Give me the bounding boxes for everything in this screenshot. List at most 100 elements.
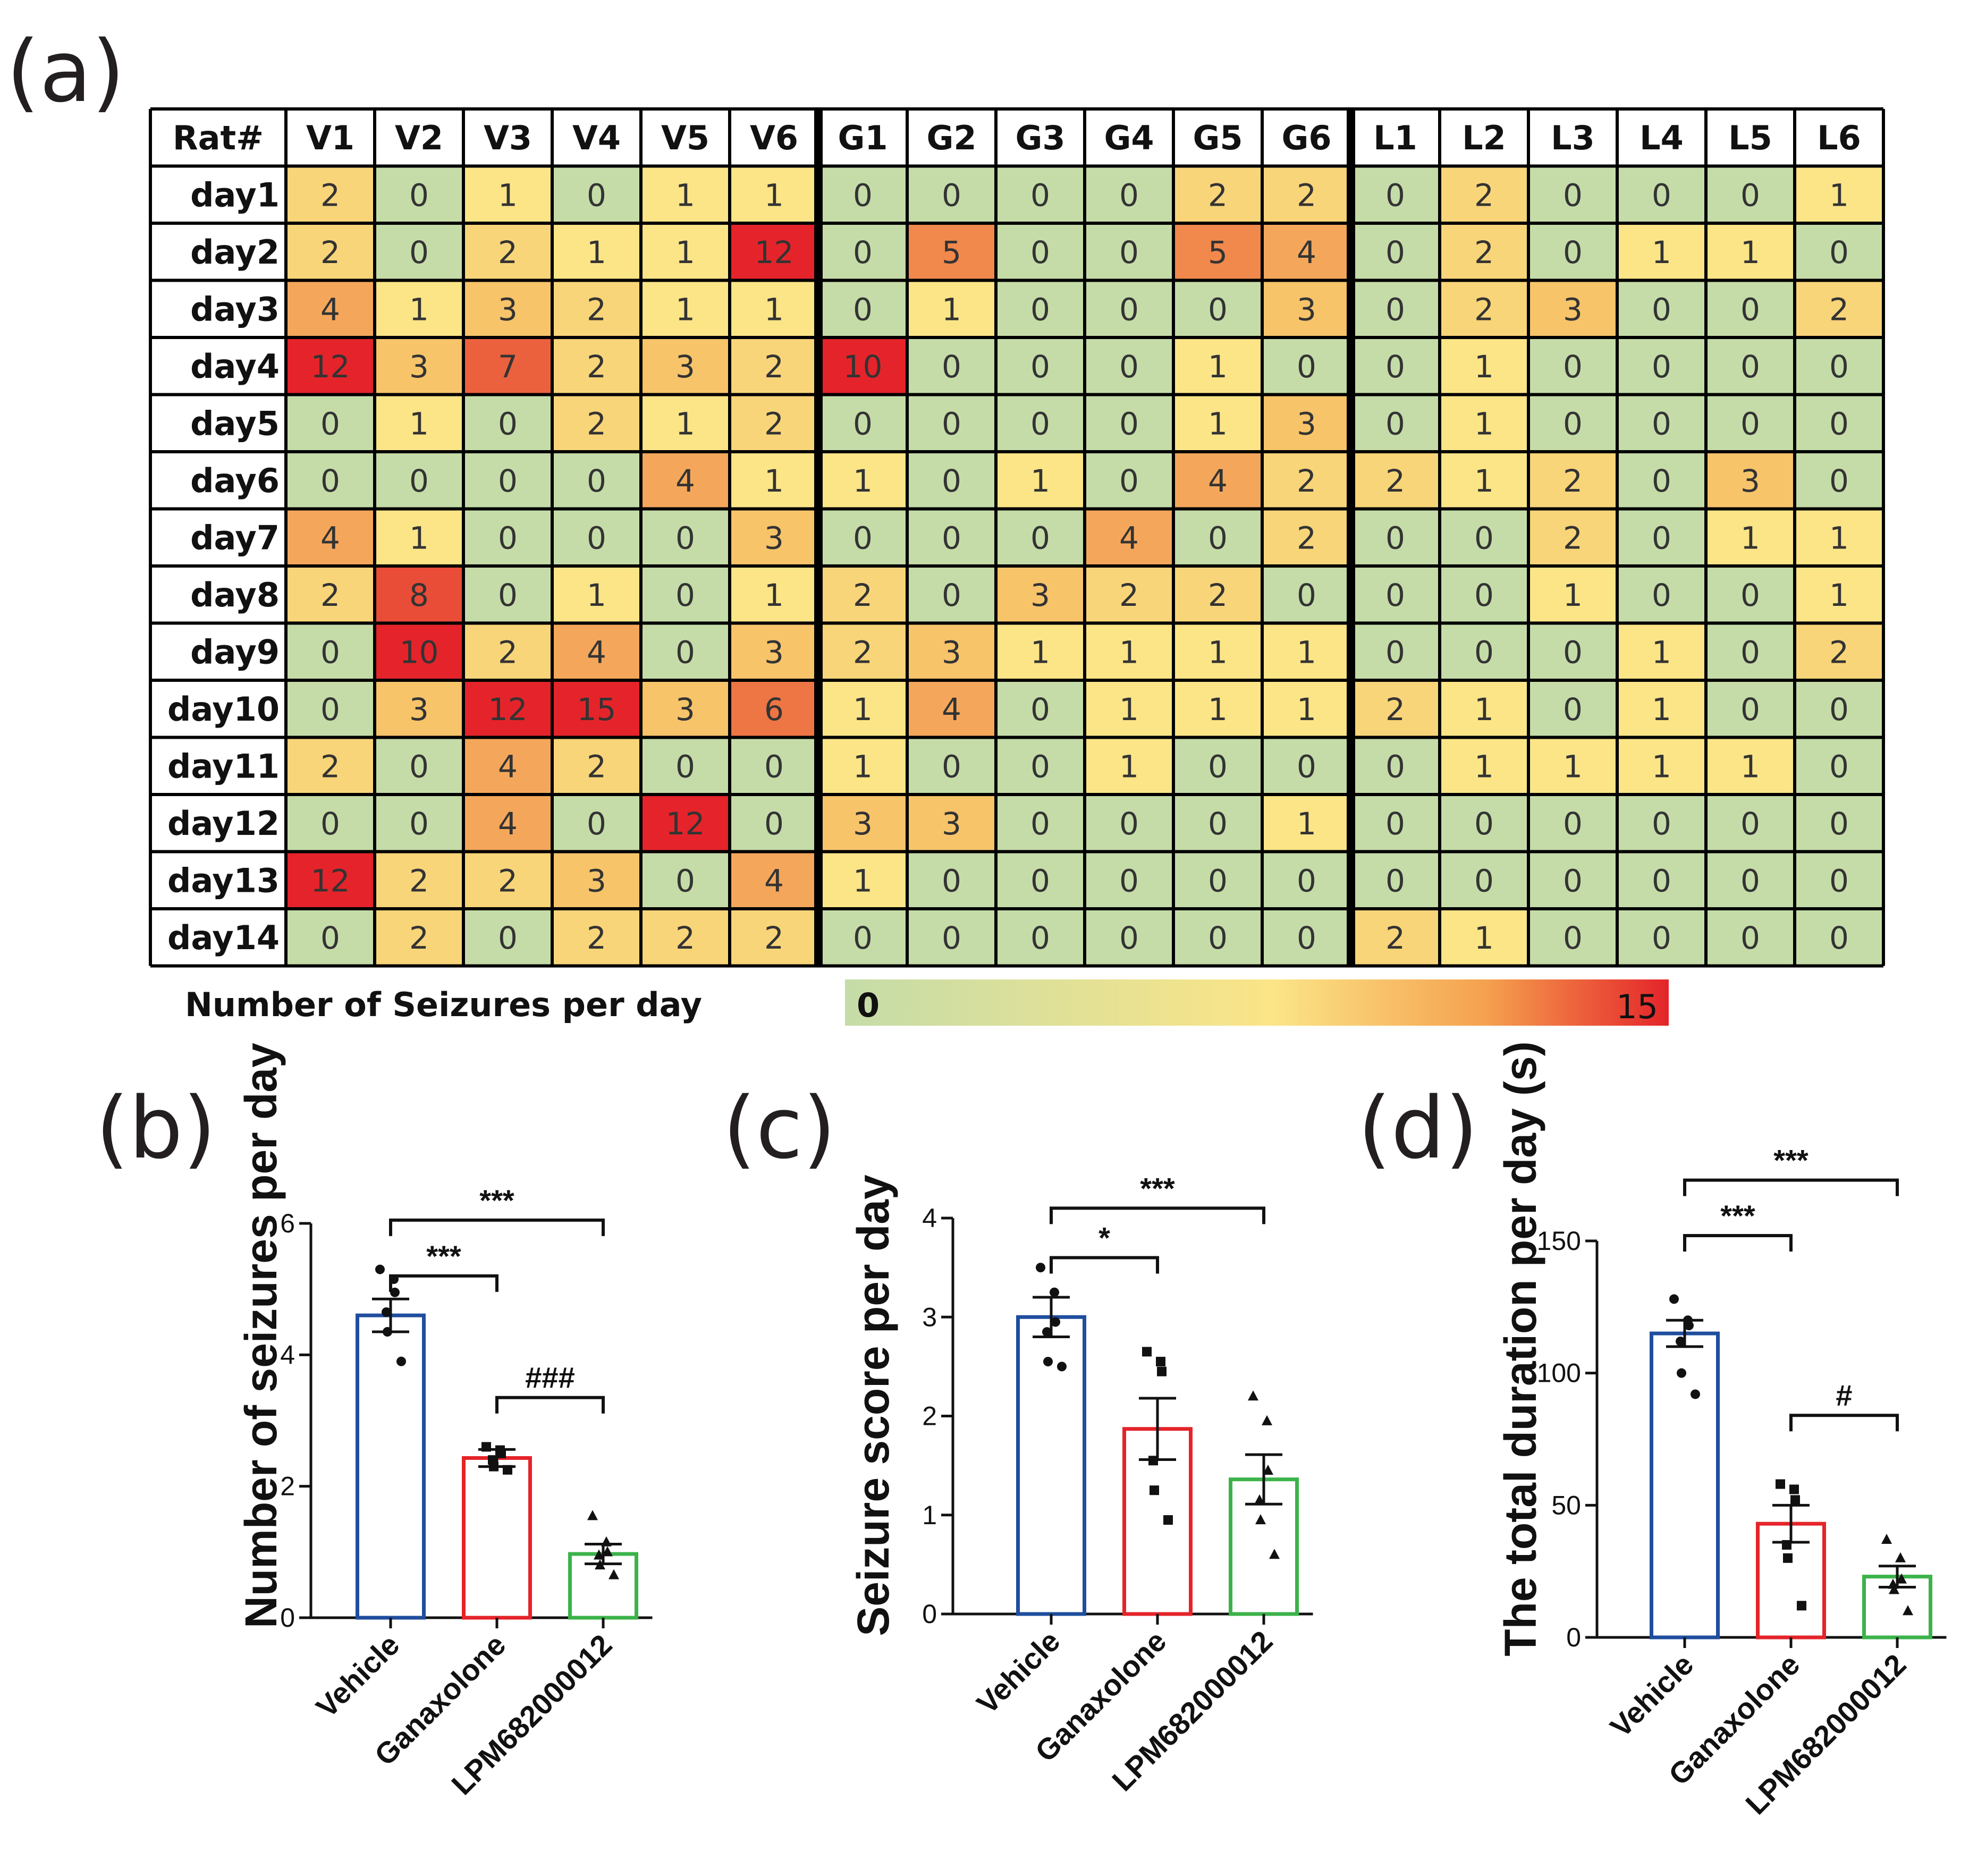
heatmap-cell: [552, 280, 641, 337]
heatmap-cell-value: 0: [1740, 691, 1760, 728]
heatmap-cell: [1617, 509, 1706, 566]
heatmap-cell-value: 7: [498, 349, 518, 385]
heatmap-cell-value: 1: [1030, 634, 1050, 670]
heatmap-cell-value: 1: [942, 291, 961, 327]
heatmap-cell-value: 0: [1030, 806, 1050, 842]
heatmap-cell: [818, 166, 907, 223]
heatmap-cell: [1085, 394, 1173, 452]
heatmap-cell-value: 2: [1563, 520, 1583, 556]
heatmap-cell-value: 10: [400, 634, 439, 670]
heatmap-cell: [1085, 337, 1173, 395]
heatmap-cell-value: 0: [498, 405, 518, 442]
heatmap-cell: [996, 795, 1085, 852]
heatmap-cell: [1440, 566, 1528, 623]
heatmap-cell-value: 12: [755, 234, 794, 271]
data-point: [1163, 1515, 1173, 1525]
heatmap-cell: [1617, 223, 1706, 281]
heatmap-cell-value: 2: [853, 634, 873, 670]
heatmap-cell: [1085, 452, 1173, 509]
heatmap-cell-value: 0: [1208, 291, 1228, 327]
heatmap-cell: [375, 394, 463, 452]
heatmap-cell: [1085, 509, 1173, 566]
column-header: V5: [661, 119, 709, 157]
heatmap-cell-value: 1: [1829, 577, 1849, 613]
heatmap-cell: [1262, 737, 1351, 795]
heatmap-cell: [1528, 737, 1617, 795]
heatmap-cell: [1262, 223, 1351, 281]
heatmap-cell-value: 1: [853, 863, 873, 899]
heatmap-cell-value: 3: [853, 806, 873, 842]
heatmap-cell: [907, 452, 996, 509]
heatmap-cell: [463, 452, 552, 509]
heatmap-cell-value: 1: [1474, 405, 1494, 442]
heatmap-cell: [641, 223, 730, 281]
heatmap-cell: [1262, 909, 1351, 966]
heatmap-cell-value: 0: [1740, 863, 1760, 899]
heatmap-cell-value: 1: [1563, 577, 1583, 613]
heatmap-cell-value: 0: [942, 863, 961, 899]
heatmap-cell: [1173, 394, 1262, 452]
heatmap-cell-value: 0: [1474, 520, 1494, 556]
data-point: [1789, 1484, 1799, 1494]
heatmap-cell: [1706, 280, 1795, 337]
heatmap-cell-value: 0: [942, 577, 961, 613]
heatmap-cell: [730, 680, 818, 738]
heatmap-cell-value: 1: [1474, 920, 1494, 956]
heatmap-cell-value: 0: [1563, 634, 1583, 670]
heatmap-cell: [552, 166, 641, 223]
heatmap-grid: [149, 107, 1885, 968]
column-header: G4: [1104, 119, 1154, 157]
heatmap-cell: [375, 280, 463, 337]
heatmap-cell-value: 0: [942, 405, 961, 442]
heatmap-cell-value: 1: [1474, 463, 1494, 499]
heatmap-cell: [818, 452, 907, 509]
heatmap-cell: [375, 452, 463, 509]
heatmap-cell: [996, 166, 1085, 223]
column-header: L6: [1817, 119, 1861, 157]
heatmap-cell-value: 0: [1740, 405, 1760, 442]
heatmap-cell-value: 4: [587, 634, 606, 670]
heatmap-cell: [818, 394, 907, 452]
heatmap-cell: [1085, 851, 1173, 909]
heatmap-cell-value: 0: [1385, 577, 1405, 613]
heatmap-cell-value: 3: [675, 349, 695, 385]
heatmap-cell: [996, 680, 1085, 738]
heatmap-cell: [1440, 680, 1528, 738]
heatmap-cell-value: 3: [1030, 577, 1050, 613]
data-point: [1269, 1549, 1280, 1559]
heatmap-cell-value: 2: [1297, 177, 1316, 213]
heatmap-cell: [463, 394, 552, 452]
heatmap-cell-value: 0: [942, 748, 961, 784]
heatmap-cell-value: 0: [1385, 234, 1405, 271]
heatmap-cell: [552, 452, 641, 509]
heatmap-cell-value: 2: [587, 920, 606, 956]
heatmap-cell: [552, 795, 641, 852]
heatmap-cell-value: 0: [409, 806, 429, 842]
heatmap-cell: [1262, 566, 1351, 623]
heatmap-cell-value: 1: [675, 177, 695, 213]
heatmap-cell: [1795, 280, 1883, 337]
significance-bracket: [1683, 1234, 1793, 1252]
heatmap-cell: [375, 680, 463, 738]
heatmap-cell: [1795, 566, 1883, 623]
heatmap-cell-value: 0: [1030, 863, 1050, 899]
heatmap-cell: [907, 394, 996, 452]
significance-label: #: [1836, 1379, 1852, 1412]
heatmap-cell: [641, 795, 730, 852]
heatmap-cell: [463, 566, 552, 623]
heatmap-cell-value: 3: [409, 691, 429, 728]
heatmap-cell: [1617, 452, 1706, 509]
data-point: [1057, 1362, 1067, 1372]
heatmap-cell-value: 2: [320, 177, 340, 213]
heatmap-cell: [1085, 566, 1173, 623]
heatmap-cell-value: 2: [1829, 634, 1849, 670]
heatmap-cell: [1795, 337, 1883, 395]
heatmap-cell-value: 0: [1829, 234, 1849, 271]
heatmap-cell-value: 1: [1208, 634, 1228, 670]
heatmap-cell: [1706, 851, 1795, 909]
heatmap-cell-value: 0: [1030, 177, 1050, 213]
heatmap-cell-value: 0: [1030, 920, 1050, 956]
panel-label: (c): [723, 1078, 836, 1178]
heatmap-cell: [1617, 909, 1706, 966]
